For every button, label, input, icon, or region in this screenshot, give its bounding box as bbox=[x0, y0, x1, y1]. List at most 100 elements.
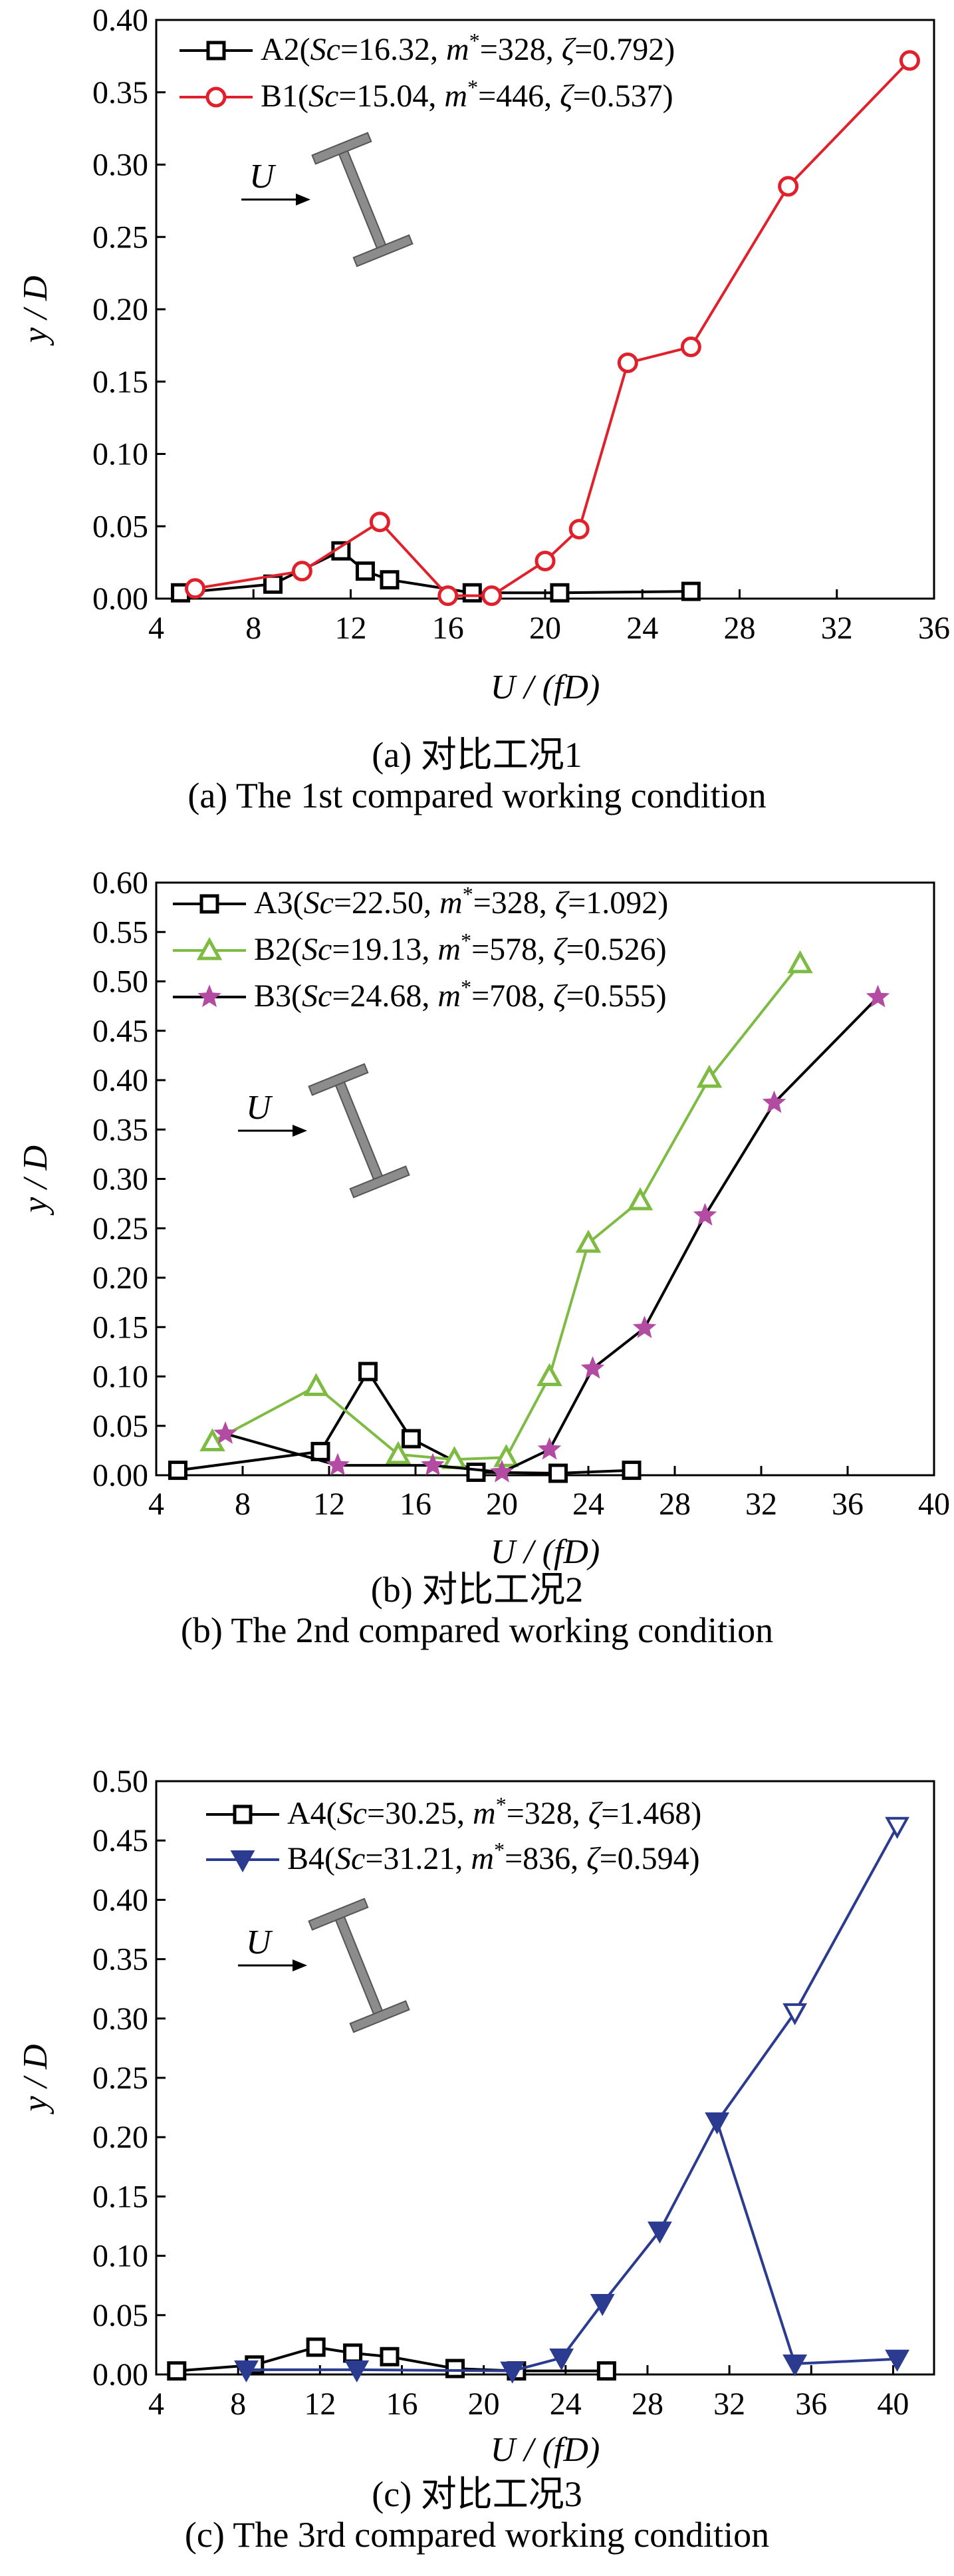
x-tick-label: 12 bbox=[304, 2386, 336, 2422]
legend-entry: B1(Sc=15.04, m*=446, ζ=0.537) bbox=[179, 75, 673, 114]
x-tick-label: 8 bbox=[245, 611, 261, 646]
legend-marker bbox=[233, 1804, 253, 1824]
data-point bbox=[344, 2360, 370, 2382]
x-tick-label: 4 bbox=[148, 1487, 164, 1522]
legend-zeta-value: =1.092) bbox=[568, 885, 668, 921]
data-point bbox=[787, 950, 813, 974]
y-tick-label: 0.40 bbox=[92, 1063, 148, 1098]
panel-b: 0.00 0.05 0.10 0.15 0.20 0.25 0.30 0.35 0.40 0.45… bbox=[0, 835, 954, 1703]
y-tick-label: 0.30 bbox=[92, 2001, 148, 2037]
legend-zeta-value: =0.537) bbox=[573, 78, 673, 114]
x-tick-label: 8 bbox=[235, 1487, 251, 1522]
x-tick-label: 36 bbox=[795, 2386, 827, 2422]
legend-label: A4(Sc=30.25, m*=328, ζ=1.468) bbox=[287, 1792, 701, 1831]
flow-arrow-head bbox=[293, 1125, 307, 1137]
series-line bbox=[246, 2118, 897, 2372]
legend-id: B4( bbox=[287, 1841, 335, 1876]
y-axis-label: y / D bbox=[17, 2044, 55, 2114]
y-tick-label: 0.45 bbox=[92, 1823, 148, 1858]
x-tick-label: 20 bbox=[468, 2386, 500, 2422]
y-tick-label: 0.50 bbox=[92, 964, 148, 1000]
legend-entry: A4(Sc=30.25, m*=328, ζ=1.468) bbox=[206, 1792, 701, 1831]
series-line bbox=[195, 59, 911, 597]
data-point bbox=[550, 583, 570, 603]
legend-zeta-symbol: ζ bbox=[555, 885, 570, 921]
legend-sc-symbol: Sc bbox=[308, 78, 338, 114]
data-point bbox=[168, 1461, 187, 1481]
y-tick-label: 0.35 bbox=[92, 1942, 148, 1977]
legend-entry: B2(Sc=19.13, m*=578, ζ=0.526) bbox=[173, 929, 667, 967]
data-point bbox=[466, 1463, 486, 1483]
y-tick-label: 0.30 bbox=[92, 148, 148, 183]
legend-m-value: =836, bbox=[505, 1841, 586, 1876]
data-point bbox=[885, 2349, 909, 2372]
i-beam-icon bbox=[308, 1063, 410, 1199]
data-point bbox=[568, 519, 590, 540]
y-tick-label: 0.40 bbox=[92, 1882, 148, 1918]
flow-arrow-head bbox=[293, 1959, 307, 1971]
data-point bbox=[199, 1428, 225, 1452]
legend-id: A4( bbox=[287, 1796, 337, 1831]
legend-marker bbox=[230, 1850, 255, 1873]
legend-sc-value: =15.04, bbox=[338, 78, 444, 114]
flow-u-label: U bbox=[246, 1924, 273, 1961]
plot-axes: 0.00 0.05 0.10 0.15 0.20 0.25 0.30 0.35 0.40 0.45… bbox=[17, 865, 950, 1571]
x-tick-label: 4 bbox=[148, 611, 164, 646]
data-point bbox=[306, 2337, 326, 2357]
series-line bbox=[225, 996, 879, 1474]
data-point bbox=[437, 585, 459, 607]
data-point bbox=[462, 583, 482, 603]
data-point bbox=[185, 578, 205, 599]
legend-id: B2( bbox=[254, 932, 302, 967]
x-tick-label: 8 bbox=[230, 2386, 246, 2422]
x-tick-label: 36 bbox=[918, 611, 950, 646]
legend-sc-symbol: Sc bbox=[310, 32, 340, 67]
i-beam-icon bbox=[311, 132, 414, 267]
legend-sc-value: =30.25, bbox=[367, 1796, 473, 1831]
i-beam-web bbox=[334, 1916, 384, 2015]
legend-m-value: =578, bbox=[471, 932, 553, 967]
y-tick-label: 0.20 bbox=[92, 2120, 148, 2155]
y-tick-label: 0.35 bbox=[92, 75, 148, 110]
data-point bbox=[490, 1459, 514, 1483]
legend-m-star: * bbox=[469, 29, 480, 53]
caption-b-cn: (b) 对比工况2 bbox=[370, 1570, 584, 1610]
panel-c: 0.00 0.05 0.10 0.15 0.20 0.25 0.30 0.35 0.40 0.45… bbox=[0, 1703, 954, 2573]
caption-a-cn: (a) 对比工况1 bbox=[372, 735, 582, 775]
legend-m-value: =328, bbox=[473, 885, 555, 921]
caption-c-cn: (c) 对比工况3 bbox=[372, 2474, 582, 2514]
data-point bbox=[402, 1429, 421, 1449]
flow-u-label: U bbox=[249, 158, 277, 196]
legend-label: B4(Sc=31.21, m*=836, ζ=0.594) bbox=[287, 1838, 700, 1876]
data-point bbox=[355, 561, 375, 581]
y-tick-label: 0.20 bbox=[92, 292, 148, 327]
y-tick-label: 0.15 bbox=[92, 1310, 148, 1345]
plot-axes: 0.00 0.05 0.10 0.15 0.20 0.25 0.30 0.35 0.40 4 8 12… bbox=[17, 3, 950, 706]
x-tick-label: 24 bbox=[550, 2386, 582, 2422]
data-point bbox=[782, 2354, 808, 2377]
x-tick-label: 4 bbox=[148, 2386, 164, 2422]
series-0 bbox=[167, 2337, 616, 2381]
series-0 bbox=[171, 541, 701, 603]
x-tick-label: 28 bbox=[724, 611, 756, 646]
legend-m-value: =328, bbox=[507, 1796, 588, 1831]
panel-a: 0.00 0.05 0.10 0.15 0.20 0.25 0.30 0.35 0.40 4 8 12… bbox=[0, 0, 954, 835]
legend-zeta-value: =0.792) bbox=[574, 32, 675, 67]
y-axis-label: y / D bbox=[17, 275, 55, 346]
data-point bbox=[693, 1203, 717, 1226]
legend-sc-value: =16.32, bbox=[340, 32, 446, 67]
y-tick-label: 0.05 bbox=[92, 509, 148, 544]
series-branch-line bbox=[715, 1825, 899, 2123]
data-point bbox=[493, 1444, 519, 1467]
data-point bbox=[705, 2112, 730, 2135]
legend-marker bbox=[205, 86, 227, 108]
series-1 bbox=[199, 950, 813, 1469]
data-point bbox=[632, 1315, 657, 1338]
data-point bbox=[481, 585, 503, 607]
legend-sc-value: =31.21, bbox=[365, 1841, 471, 1876]
y-tick-label: 0.10 bbox=[92, 437, 148, 472]
data-point bbox=[680, 337, 701, 358]
data-point-open bbox=[885, 1816, 909, 1839]
x-tick-label: 20 bbox=[529, 611, 561, 646]
legend-m-symbol: m bbox=[471, 1841, 494, 1876]
